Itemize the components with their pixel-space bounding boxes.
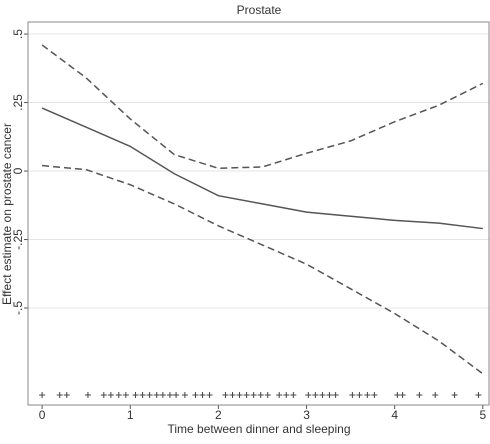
rug-mark xyxy=(276,392,283,398)
rug-mark xyxy=(416,392,423,398)
y-tick-label: .25 xyxy=(11,94,25,111)
rug-mark xyxy=(107,392,114,398)
y-tick-label: 0 xyxy=(11,167,25,174)
rug-mark xyxy=(166,392,173,398)
rug-mark xyxy=(139,392,146,398)
rug-mark xyxy=(250,392,257,398)
rug-mark xyxy=(84,392,91,398)
rug-mark xyxy=(399,392,406,398)
y-tick-label: .5 xyxy=(11,29,25,39)
line-series xyxy=(41,107,483,230)
rug-mark xyxy=(192,392,199,398)
rug-mark xyxy=(222,392,229,398)
rug-mark xyxy=(364,392,371,398)
rug-mark xyxy=(305,392,312,398)
plot-frame xyxy=(27,21,490,406)
rug-mark xyxy=(132,392,139,398)
x-tick-label: 2 xyxy=(215,408,222,422)
x-tick-label: 3 xyxy=(303,408,310,422)
rug-mark xyxy=(146,392,153,398)
rug-mark xyxy=(356,392,363,398)
chart-title: Prostate xyxy=(237,3,282,17)
y-tick-label: -.5 xyxy=(11,301,25,315)
rug-mark xyxy=(290,392,297,398)
rug-mark xyxy=(56,392,63,398)
rug-mark xyxy=(159,392,166,398)
rug-mark xyxy=(326,392,333,398)
rug-mark xyxy=(229,392,236,398)
rug-mark xyxy=(451,392,458,398)
rug-mark xyxy=(371,392,378,398)
x-tick-label: 5 xyxy=(479,408,486,422)
line-series xyxy=(42,164,484,375)
x-axis-label: Time between dinner and sleeping xyxy=(167,422,350,436)
rug-mark xyxy=(122,392,129,398)
rug-mark xyxy=(243,392,250,398)
rug-mark xyxy=(312,392,319,398)
rug-mark xyxy=(115,392,122,398)
rug-mark xyxy=(199,392,206,398)
x-tick-label: 4 xyxy=(391,408,398,422)
x-tick-label: 0 xyxy=(39,408,46,422)
rug-mark xyxy=(475,392,482,398)
y-axis-label: Effect estimate on prostate cancer xyxy=(0,123,14,305)
rug-mark xyxy=(264,392,271,398)
rug-mark xyxy=(319,392,326,398)
line-series xyxy=(41,44,484,170)
rug-mark xyxy=(100,392,107,398)
rug-mark xyxy=(39,392,46,398)
rug-mark xyxy=(283,392,290,398)
rug-mark xyxy=(236,392,243,398)
rug-mark xyxy=(332,392,339,398)
rug-mark xyxy=(173,392,180,398)
rug-mark xyxy=(432,392,439,398)
rug-mark xyxy=(349,392,356,398)
y-tick-label: -.25 xyxy=(11,229,25,250)
rug-mark xyxy=(63,392,70,398)
x-tick-label: 1 xyxy=(127,408,134,422)
rug-mark xyxy=(206,392,213,398)
rug-mark xyxy=(257,392,264,398)
rug-mark xyxy=(394,392,401,398)
rug-mark xyxy=(181,392,188,398)
rug-mark xyxy=(153,392,160,398)
